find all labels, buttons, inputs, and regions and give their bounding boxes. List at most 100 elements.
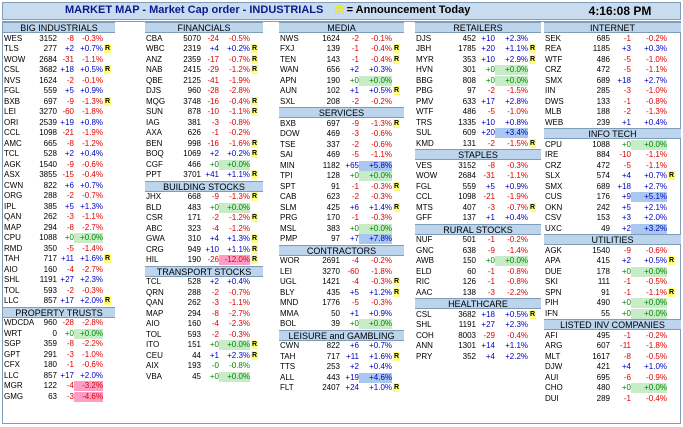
stock-row[interactable]: LEI 3270 -60 -1.8% <box>279 267 404 277</box>
stock-row[interactable]: SEK 685 -1 -0.2% <box>544 34 681 44</box>
stock-row[interactable]: CSL 3682 +18 +0.5% R <box>3 65 115 75</box>
stock-row[interactable]: JBH 1785 +20 +1.1% R <box>415 44 541 54</box>
sector-header[interactable]: INFO TECH <box>544 128 681 139</box>
sector-header[interactable]: FINANCIALS <box>145 22 263 33</box>
stock-row[interactable]: FGL 559 +5 +0.9% <box>415 182 541 192</box>
stock-row[interactable]: CCL 1098 -21 -1.9% <box>3 128 115 138</box>
stock-row[interactable]: WEB 239 +1 +0.4% <box>544 118 681 128</box>
stock-row[interactable]: CSL 3682 +18 +0.5% R <box>415 309 541 320</box>
stock-row[interactable]: TOL 593 -2 -0.3% <box>3 286 115 296</box>
stock-row[interactable]: SGP 359 -8 -2.2% <box>3 339 115 349</box>
stock-row[interactable]: WES 3152 -8 -0.3% <box>3 34 115 44</box>
stock-row[interactable]: DOW 469 -3 -0.6% <box>279 129 404 139</box>
stock-row[interactable]: RIC 126 -1 -0.8% <box>415 277 541 287</box>
stock-row[interactable]: HIL 190 -26 -12.0% R <box>145 255 263 265</box>
stock-row[interactable]: ARG 607 -11 -1.8% <box>544 341 681 351</box>
sector-header[interactable]: RETAILERS <box>415 22 541 33</box>
stock-row[interactable]: TCL 528 +2 +0.4% <box>145 277 263 287</box>
stock-row[interactable]: RMD 350 -5 -1.4% <box>3 244 115 254</box>
stock-row[interactable]: SLX 574 +4 +0.7% R <box>544 171 681 181</box>
stock-row[interactable]: TCL 528 +2 +0.4% <box>3 149 115 159</box>
stock-row[interactable]: IAG 381 -3 -0.8% <box>145 118 263 128</box>
stock-row[interactable]: WAN 656 +2 +0.3% <box>279 65 404 75</box>
stock-row[interactable]: CPU 1088 +0 +0.0% <box>3 233 115 243</box>
stock-row[interactable]: AIO 160 -4 -2.3% <box>145 319 263 329</box>
stock-row[interactable]: SXL 208 -2 -0.2% <box>279 97 404 107</box>
stock-row[interactable]: OKN 242 +5 +2.1% <box>544 203 681 213</box>
stock-row[interactable]: CAB 623 -2 -0.3% <box>279 192 404 202</box>
stock-row[interactable]: AMC 665 -8 -1.2% <box>3 139 115 149</box>
stock-row[interactable]: NAB 2415 -29 -1.2% R <box>145 65 263 75</box>
stock-row[interactable]: AFI 495 -1 -0.2% <box>544 331 681 341</box>
stock-row[interactable]: BLY 435 +5 +1.2% R <box>279 287 404 298</box>
stock-row[interactable]: WRT 0 +0 +0.0% <box>3 328 115 339</box>
stock-row[interactable]: IRE 884 -10 -1.1% <box>544 150 681 160</box>
stock-row[interactable]: ITO 151 +0 +0.0% R <box>145 340 263 350</box>
stock-row[interactable]: PBG 97 -2 -1.5% <box>415 86 541 96</box>
stock-row[interactable]: AIX 193 -0 -0.8% <box>145 361 263 371</box>
stock-row[interactable]: CSV 153 +3 +2.0% <box>544 213 681 223</box>
stock-row[interactable]: AXA 626 -1 -0.2% <box>145 128 263 138</box>
stock-row[interactable]: PRY 352 +4 +2.2% <box>415 352 541 362</box>
sector-header[interactable]: BIG INDUSTRIALS <box>3 22 115 33</box>
stock-row[interactable]: MAP 294 -8 -2.7% <box>3 223 115 233</box>
stock-row[interactable]: CPU 1088 +0 +0.0% <box>544 139 681 150</box>
sector-header[interactable]: RURAL STOCKS <box>415 223 541 235</box>
stock-row[interactable]: TAH 717 +11 +1.6% R <box>3 254 115 264</box>
stock-row[interactable]: UXC 49 +2 +3.2% <box>544 223 681 234</box>
stock-row[interactable]: AGK 1540 -9 -0.6% <box>3 160 115 170</box>
stock-row[interactable]: AUN 102 +1 +0.5% R <box>279 86 404 96</box>
stock-row[interactable]: LLC 857 +17 +2.0% <box>3 371 115 381</box>
stock-row[interactable]: BOL 39 +0 +0.0% <box>279 319 404 329</box>
sector-header[interactable]: CONTRACTORS <box>279 244 404 256</box>
stock-row[interactable]: ANZ 2359 -17 -0.7% R <box>145 54 263 65</box>
sector-header[interactable]: LISTED INV COMPANIES <box>544 319 681 330</box>
stock-row[interactable]: BOQ 1069 +2 +0.2% R <box>145 149 263 159</box>
stock-row[interactable]: AAC 138 -3 -2.2% <box>415 288 541 298</box>
sector-header[interactable]: HEALTHCARE <box>415 298 541 309</box>
stock-row[interactable]: DUI 289 -1 -0.4% <box>544 394 681 404</box>
stock-row[interactable]: CWN 822 +6 +0.7% <box>3 181 115 191</box>
stock-row[interactable]: BXB 697 -9 -1.3% R <box>279 118 404 129</box>
stock-row[interactable]: CRG 949 +10 +1.1% R <box>145 244 263 255</box>
stock-row[interactable]: CRZ 472 -5 -1.1% <box>544 65 681 75</box>
stock-row[interactable]: WOW 2684 -31 -1.1% <box>3 55 115 65</box>
stock-row[interactable]: AIO 160 -4 -2.7% <box>3 265 115 275</box>
stock-row[interactable]: WOR 2691 -4 -0.2% <box>279 256 404 266</box>
stock-row[interactable]: MLT 1617 -8 -0.5% <box>544 352 681 362</box>
sector-header[interactable]: BUILDING STOCKS <box>145 180 263 192</box>
stock-row[interactable]: DUE 178 +0 +0.0% <box>544 266 681 277</box>
stock-row[interactable]: TEN 143 -1 -0.4% R <box>279 54 404 65</box>
stock-row[interactable]: PIH 490 +0 +0.0% <box>544 298 681 308</box>
stock-row[interactable]: PRG 170 -1 -0.3% <box>279 213 404 223</box>
stock-row[interactable]: SLM 425 +6 +1.4% R <box>279 202 404 213</box>
stock-row[interactable]: ANN 1301 +14 +1.1% <box>415 341 541 351</box>
stock-row[interactable]: BXB 697 -9 -1.3% R <box>3 96 115 107</box>
stock-row[interactable]: CFX 180 -1 -0.6% <box>3 360 115 370</box>
stock-row[interactable]: SKI 111 -1 -0.5% <box>544 277 681 287</box>
stock-row[interactable]: DJS 960 -28 -2.8% <box>145 86 263 96</box>
stock-row[interactable]: ALL 443 +19 +4.6% <box>279 372 404 383</box>
stock-row[interactable]: BBG 808 +0 +0.0% <box>415 75 541 86</box>
sector-header[interactable]: STAPLES <box>415 149 541 160</box>
stock-row[interactable]: AGK 1540 -9 -0.6% <box>544 246 681 256</box>
stock-row[interactable]: GNC 638 -9 -1.4% <box>415 246 541 256</box>
stock-row[interactable]: TOL 593 -2 -0.3% <box>145 330 263 340</box>
stock-row[interactable]: CSR 171 -2 -1.2% R <box>145 213 263 223</box>
stock-row[interactable]: MMA 50 +1 +0.9% <box>279 309 404 319</box>
stock-row[interactable]: VES 3152 -8 -0.3% <box>415 161 541 171</box>
stock-row[interactable]: PPT 3701 +41 +1.1% R <box>145 170 263 180</box>
stock-row[interactable]: UGL 1421 -4 -0.3% R <box>279 277 404 287</box>
stock-row[interactable]: WDCDA 960 -28 -2.8% <box>3 318 115 328</box>
stock-row[interactable]: SHL 1191 +27 +2.3% <box>3 275 115 285</box>
stock-row[interactable]: CCL 1098 -21 -1.9% <box>415 192 541 202</box>
stock-row[interactable]: IFN 55 +0 +0.0% <box>544 308 681 319</box>
stock-row[interactable]: QRN 288 -2 -0.7% <box>145 288 263 298</box>
stock-row[interactable]: PMV 633 +17 +2.8% <box>415 97 541 107</box>
stock-row[interactable]: DJS 452 +10 +2.3% <box>415 34 541 44</box>
stock-row[interactable]: MAP 294 -8 -2.7% <box>145 309 263 319</box>
stock-row[interactable]: WTF 486 -5 -1.0% <box>415 107 541 117</box>
stock-row[interactable]: GFF 137 +1 +0.4% <box>415 213 541 223</box>
stock-row[interactable]: JHX 668 -9 -1.3% R <box>145 192 263 202</box>
stock-row[interactable]: APN 190 +0 +0.0% <box>279 75 404 86</box>
